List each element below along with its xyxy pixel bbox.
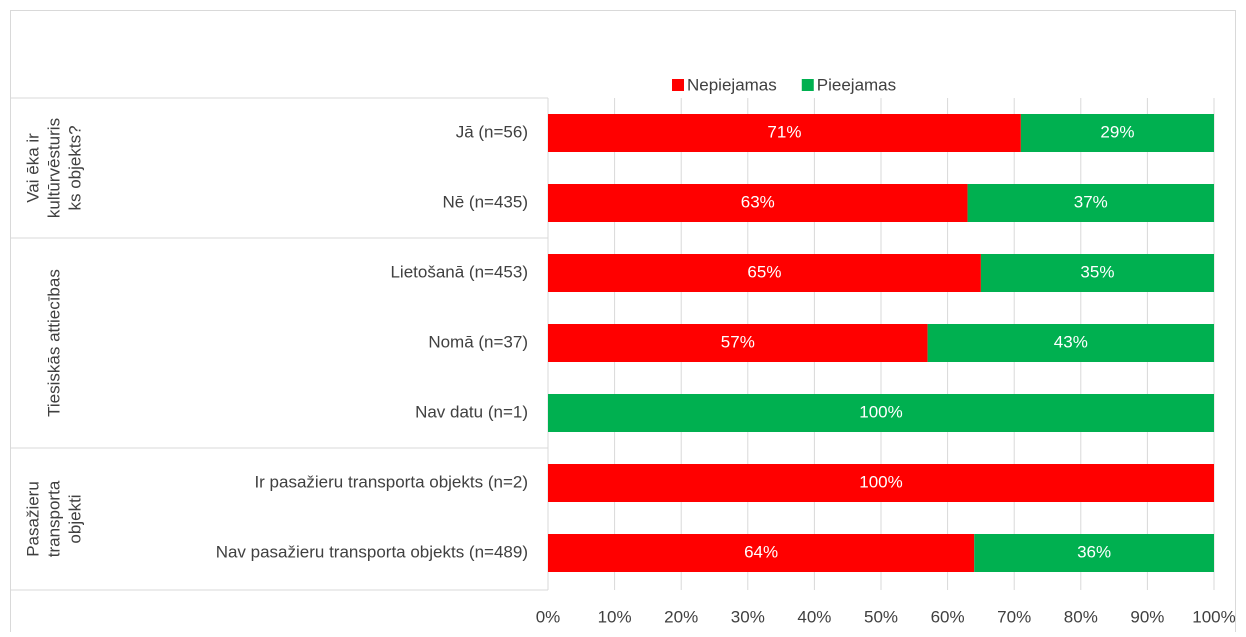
bar-segment: [548, 324, 928, 362]
bar-segment: [548, 184, 968, 222]
x-tick-label: 90%: [1130, 607, 1164, 626]
data-label: 100%: [859, 472, 902, 491]
x-tick-label: 70%: [997, 607, 1031, 626]
bar-segment: [548, 464, 1214, 502]
data-label: 65%: [747, 262, 781, 281]
data-label: 63%: [741, 192, 775, 211]
bar-segment: [927, 324, 1214, 362]
data-label: 35%: [1080, 262, 1114, 281]
group-label-line: kultūrvēsturis: [44, 118, 63, 218]
data-label: 71%: [767, 122, 801, 141]
x-tick-label: 30%: [731, 607, 765, 626]
x-tick-label: 0%: [536, 607, 561, 626]
x-tick-label: 20%: [664, 607, 698, 626]
group-label: Pasažieru transporta objekti: [23, 480, 84, 557]
data-label: 43%: [1054, 332, 1088, 351]
bar-segment: [1020, 114, 1214, 152]
group-label: Vai ēka ir kultūrvēsturis ks objekts?: [23, 118, 84, 218]
group-label-line: Pasažieru: [23, 481, 42, 557]
data-label: 64%: [744, 542, 778, 561]
group-label-line: transporta: [44, 480, 63, 557]
category-label: Ir pasažieru transporta objekts (n=2): [254, 472, 528, 491]
x-tick-label: 100%: [1192, 607, 1235, 626]
group-label-line: ks objekts?: [65, 125, 84, 210]
x-tick-label: 10%: [598, 607, 632, 626]
x-tick-label: 60%: [931, 607, 965, 626]
data-label: 29%: [1100, 122, 1134, 141]
x-tick-label: 40%: [797, 607, 831, 626]
bar-segment: [548, 394, 1214, 432]
category-label: Nomā (n=37): [428, 332, 528, 351]
category-label: Nav pasažieru transporta objekts (n=489): [216, 542, 528, 561]
bar-segment: [548, 534, 975, 572]
bar-segment: [974, 534, 1214, 572]
group-label-line: Vai ēka ir: [23, 133, 42, 203]
legend-label: Pieejamas: [817, 75, 896, 94]
x-tick-label: 50%: [864, 607, 898, 626]
category-label: Nav datu (n=1): [415, 402, 528, 421]
data-label: 100%: [859, 402, 902, 421]
legend-swatch: [801, 79, 814, 91]
category-label: Lietošanā (n=453): [390, 262, 528, 281]
x-tick-label: 80%: [1064, 607, 1098, 626]
category-label: Jā (n=56): [456, 122, 528, 141]
data-label: 57%: [721, 332, 755, 351]
bar-segment: [967, 184, 1214, 222]
legend-swatch: [672, 79, 684, 91]
data-label: 36%: [1077, 542, 1111, 561]
bar-segment: [548, 114, 1021, 152]
group-label: Tiesiskās attiecības: [44, 269, 63, 417]
bar-segment: [548, 254, 981, 292]
data-label: 37%: [1074, 192, 1108, 211]
category-label: Nē (n=435): [442, 192, 528, 211]
bar-segment: [980, 254, 1214, 292]
legend-label: Nepiejamas: [687, 75, 777, 94]
group-label-line: Tiesiskās attiecības: [44, 269, 63, 417]
group-label-line: objekti: [65, 494, 84, 543]
